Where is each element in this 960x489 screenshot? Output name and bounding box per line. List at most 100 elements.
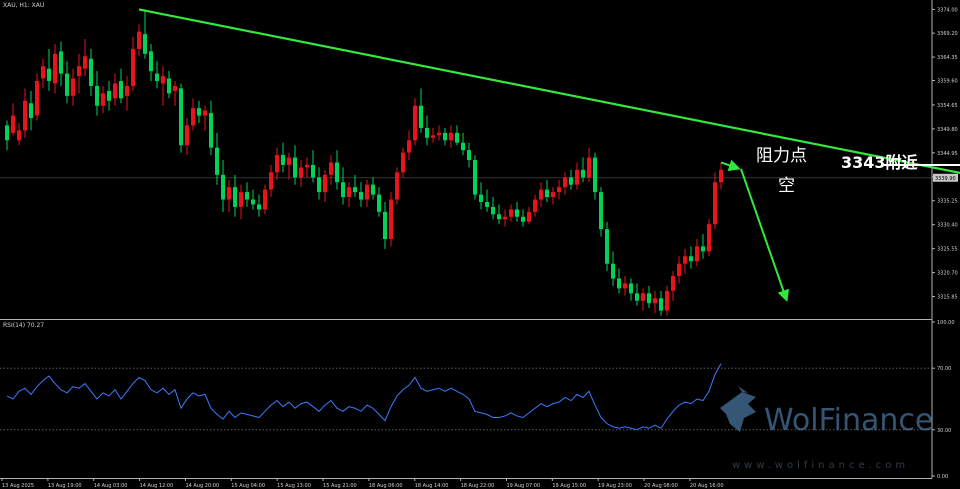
price-tick-label: 3315.85 [937,295,958,301]
rsi-tick-label: 100.00 [937,320,955,326]
bear-candle [257,194,261,217]
time-tick-label: 18 Aug 22:00 [461,483,495,489]
bull-candle [41,58,45,89]
candle-body [653,298,657,304]
bull-candle [269,164,273,198]
resistance-annotation: 阻力点 [756,146,807,166]
candle-body [239,192,243,207]
bear-candle [515,201,519,222]
bear-candle [701,234,705,259]
bull-candle [323,169,327,202]
candle-body [467,150,471,160]
bull-candle [509,204,513,222]
candle-body [299,167,303,178]
candle-body [113,83,117,99]
bear-candle [167,71,171,99]
candle-body [455,132,459,143]
candle-body [359,192,363,200]
bull-candle [347,182,351,207]
candle-body [269,172,273,190]
bear-candle [155,61,159,89]
time-tick-label: 18 Aug 06:00 [369,483,403,489]
bull-candle [275,147,279,180]
candle-body [503,216,507,220]
bear-candle [569,169,573,190]
bull-candle [287,152,291,180]
candle-body [413,105,417,141]
candle-body [539,189,543,200]
candle-body [203,110,207,116]
bear-candle [119,68,123,104]
watermark-url: www.wolfinance.com [732,460,909,471]
bear-candle [467,142,471,168]
current-price-tag [933,173,958,182]
candle-body [377,194,381,212]
bear-candle [143,9,147,59]
time-tick-label: 14 Aug 20:00 [185,483,219,489]
bull-candle [401,147,405,178]
action-annotation: 空 [778,176,795,196]
bear-candle [5,120,9,151]
bull-candle [161,66,165,106]
bear-candle [629,278,633,301]
candle-body [443,132,447,141]
bull-candle [389,192,393,247]
candle-body [293,157,297,178]
candle-body [575,169,579,185]
candle-body [71,78,75,96]
bear-candle [95,71,99,116]
bull-candle [407,130,411,160]
candle-body [557,187,561,193]
time-tick-label: 15 Aug 04:00 [231,483,265,489]
candle-body [275,155,279,173]
bear-candle [593,152,597,200]
bear-candle [209,100,213,156]
bull-candle [719,162,723,190]
candle-body [191,108,195,126]
price-tick-label: 3369.20 [937,31,958,37]
candle-body [551,192,555,198]
resistance-trend-line [138,8,960,174]
candle-body [611,263,615,279]
time-tick-label: 14 Aug 12:00 [140,483,174,489]
candle-body [95,85,99,106]
watermark: WolFinance www.wolfinance.com [720,386,933,471]
price-tick-label: 3344.95 [937,151,958,157]
bear-candle [281,142,285,173]
bull-candle [449,125,453,148]
bear-candle [215,132,219,185]
candle-body [335,162,339,183]
bull-candle [551,187,555,205]
candle-body [389,199,393,239]
bull-candle [239,184,243,220]
candle-body [245,192,249,200]
bear-candle [599,187,603,237]
candle-body [509,209,513,217]
candle-body [449,132,453,141]
candle-body [11,115,15,133]
candle-body [545,189,549,198]
bull-candle [11,103,15,136]
bull-candle [203,105,207,131]
bear-candle [107,81,111,111]
bull-candle [227,179,231,212]
bear-candle [293,145,297,185]
bear-candle [335,150,339,190]
candle-body [131,48,135,86]
bear-candle [89,48,93,96]
bull-candle [713,172,717,230]
candle-body [221,174,225,200]
bear-candle [473,155,477,200]
candle-body [431,135,435,138]
bull-candle [539,182,543,207]
candle-body [593,157,597,193]
candle-body [281,155,285,165]
candle-body [527,211,531,222]
candle-body [323,174,327,193]
bear-candle [521,209,525,227]
bull-candle [137,24,141,57]
bear-candle [605,221,609,272]
bear-candle [545,179,549,202]
bear-candle [245,182,249,207]
price-tick-label: 3374.00 [937,7,958,13]
